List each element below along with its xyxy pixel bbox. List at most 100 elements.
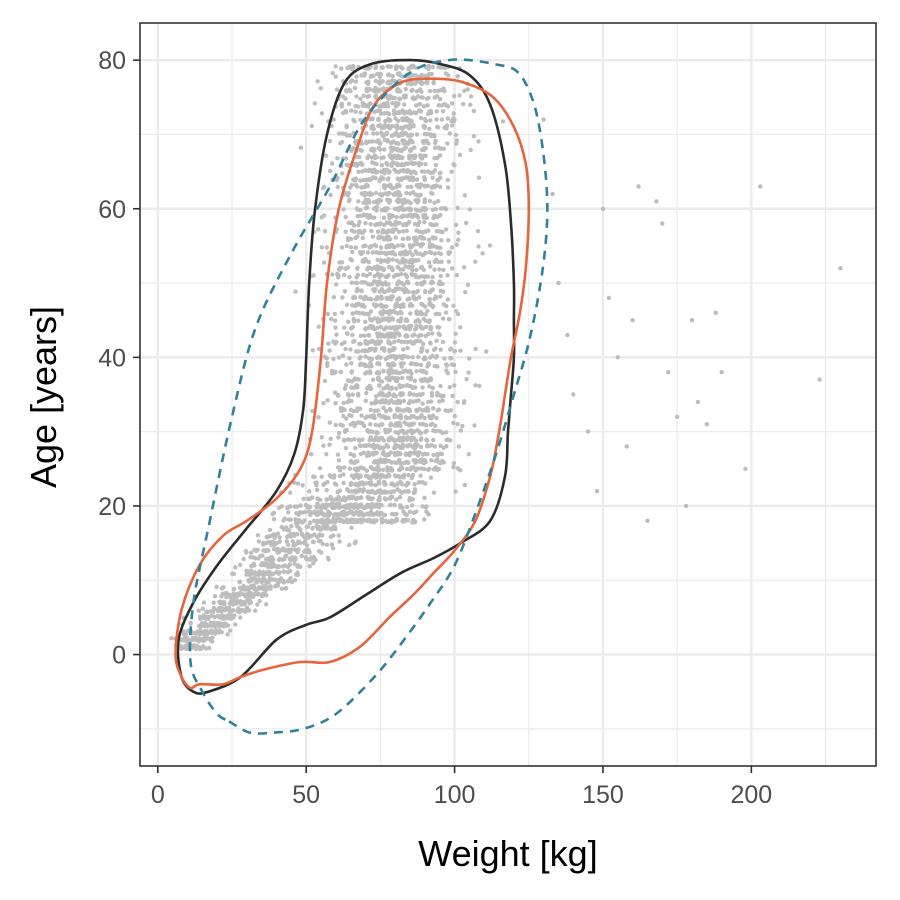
data-point <box>337 505 342 510</box>
data-point <box>255 602 260 607</box>
data-point <box>284 539 290 544</box>
data-point <box>288 576 293 581</box>
data-point <box>376 198 382 203</box>
data-point <box>291 556 297 561</box>
data-point <box>322 378 328 384</box>
data-point <box>396 169 402 175</box>
data-point <box>362 168 367 173</box>
data-point <box>386 273 391 278</box>
data-point <box>395 243 401 248</box>
data-point <box>356 229 361 234</box>
data-point <box>349 385 354 390</box>
data-point <box>353 245 358 250</box>
data-point <box>365 429 371 434</box>
data-point <box>375 361 380 366</box>
data-point <box>358 341 363 347</box>
data-point <box>356 377 361 382</box>
data-point <box>444 126 449 131</box>
data-point <box>279 586 285 591</box>
data-point <box>361 482 366 487</box>
data-point <box>386 377 391 383</box>
data-point <box>412 446 418 451</box>
data-point <box>397 110 402 116</box>
data-point <box>340 295 345 300</box>
data-point <box>286 527 292 533</box>
data-point <box>245 598 250 603</box>
data-point <box>394 518 400 523</box>
data-point <box>438 451 443 456</box>
data-point <box>231 586 237 592</box>
data-point <box>378 234 383 240</box>
data-point <box>270 511 275 517</box>
data-point <box>381 369 386 374</box>
data-point <box>409 259 415 264</box>
data-point <box>286 510 291 515</box>
data-point <box>415 208 420 213</box>
data-point <box>361 244 366 249</box>
data-point <box>386 228 391 233</box>
data-point <box>363 473 369 479</box>
data-point <box>361 212 367 217</box>
data-point <box>346 101 352 107</box>
data-point <box>365 267 370 272</box>
data-point <box>448 355 453 361</box>
data-point <box>279 578 284 584</box>
data-point <box>456 230 461 235</box>
data-point <box>398 503 403 508</box>
data-point <box>371 126 376 131</box>
data-point <box>369 244 374 249</box>
data-point <box>329 519 334 524</box>
data-point <box>385 383 390 388</box>
data-point <box>293 517 298 522</box>
data-point <box>307 564 312 569</box>
x-axis-title: Weight [kg] <box>418 833 597 874</box>
data-point <box>368 407 373 413</box>
data-point <box>465 87 470 92</box>
data-point <box>487 243 493 248</box>
data-point <box>366 177 371 182</box>
data-point <box>335 184 340 190</box>
data-point <box>445 177 450 183</box>
data-point <box>421 341 426 347</box>
data-point <box>364 273 369 278</box>
data-point <box>395 176 400 181</box>
data-point <box>433 235 438 241</box>
data-point <box>389 147 395 152</box>
data-point <box>437 399 442 404</box>
data-point <box>434 183 439 188</box>
data-point <box>321 401 326 406</box>
data-point <box>421 140 426 146</box>
data-point <box>357 250 363 255</box>
data-point <box>375 430 380 435</box>
data-point <box>444 362 449 367</box>
data-point <box>358 333 363 338</box>
data-point <box>293 289 298 294</box>
data-point <box>422 415 427 421</box>
data-point <box>312 101 317 106</box>
data-point <box>390 257 395 262</box>
data-point <box>417 480 422 485</box>
data-point <box>355 234 360 239</box>
data-point <box>376 371 382 376</box>
data-point <box>251 584 257 589</box>
data-point <box>363 363 368 368</box>
data-point <box>316 525 322 530</box>
data-point <box>347 466 353 471</box>
data-point <box>429 184 435 189</box>
data-point <box>253 576 258 582</box>
data-point <box>446 238 451 243</box>
data-point <box>386 438 392 443</box>
data-point <box>324 452 329 457</box>
data-point <box>426 66 431 72</box>
data-point <box>333 369 338 374</box>
data-point <box>414 89 420 94</box>
data-point <box>326 512 332 517</box>
data-point <box>440 289 446 294</box>
data-point <box>356 223 361 228</box>
data-point <box>229 598 234 603</box>
data-point <box>375 71 380 77</box>
data-point <box>429 458 434 463</box>
data-point <box>654 199 659 204</box>
data-point <box>412 340 417 346</box>
data-point <box>348 458 354 464</box>
